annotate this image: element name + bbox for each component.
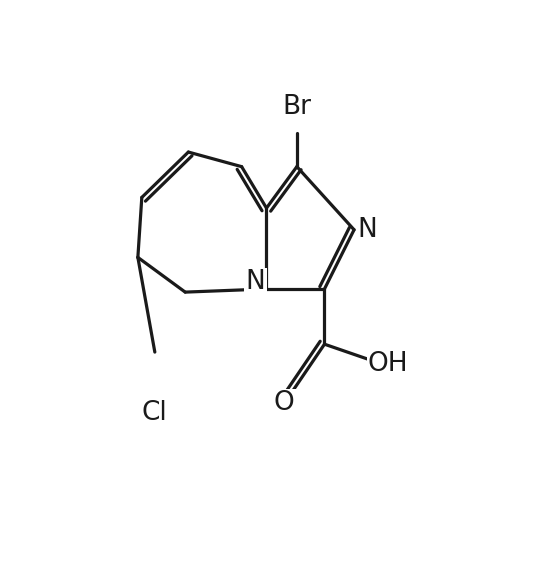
Text: OH: OH [368,351,408,377]
Text: N: N [246,270,265,295]
Text: N: N [357,217,377,243]
Text: Cl: Cl [142,400,167,426]
Text: O: O [274,390,295,416]
Text: Br: Br [282,94,311,119]
